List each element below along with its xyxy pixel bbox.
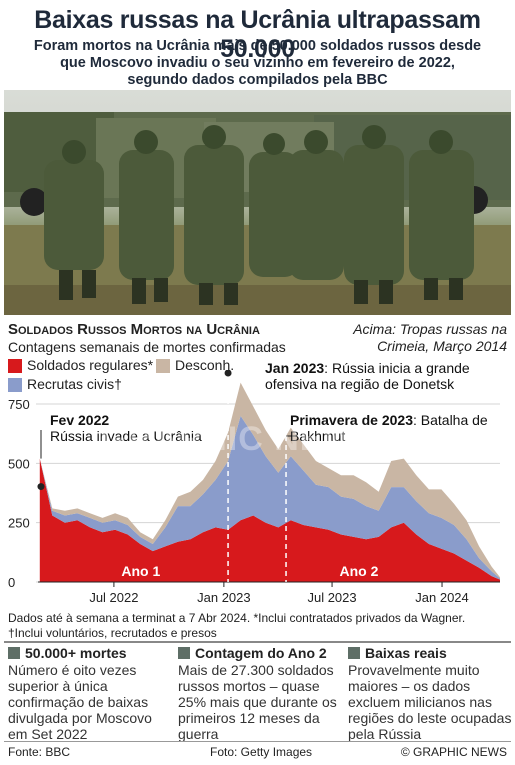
fact-3-head: Baixas reais — [348, 645, 513, 661]
annotation-invasion-date: Fev 2022 — [50, 412, 110, 428]
footer-copyright: © GRAPHIC NEWS — [400, 745, 507, 759]
page-subtitle: Foram mortos na Ucrânia mais de 50.000 s… — [33, 38, 482, 88]
watermark: GRAPHIC NEWS — [100, 420, 381, 458]
annotation-donetsk: Jan 2023: Rússia inicia a grande ofensiv… — [265, 360, 470, 392]
legend-label-regulares: Soldados regulares* — [27, 357, 154, 373]
chart-subtitle: Contagens semanais de mortes confirmadas — [8, 339, 286, 355]
annotation-bakhmut-text: Batalha de Bakhmut — [290, 412, 488, 444]
x-tick-label: Jul 2023 — [307, 590, 356, 605]
fact-2-body: Mais de 27.300 soldados russos mortos – … — [178, 662, 337, 742]
fact-2-title: Contagem do Ano 2 — [195, 645, 327, 661]
legend-label-desconhecido: Desconh. — [175, 357, 235, 373]
y-tick-label: 250 — [8, 516, 30, 531]
fact-2-head: Contagem do Ano 2 — [178, 645, 343, 661]
footer-photo-credit: Foto: Getty Images — [210, 745, 313, 759]
fact-column-3: Baixas reais Provavelmente muito maiores… — [348, 645, 513, 742]
annotation-bakhmut-date: Primavera de 2023 — [290, 412, 413, 428]
legend-swatch-regulares — [8, 359, 22, 373]
square-bullet-icon — [348, 647, 360, 659]
square-bullet-icon — [8, 647, 20, 659]
x-tick-label: Jan 2024 — [415, 590, 469, 605]
fact-3-title: Baixas reais — [365, 645, 447, 661]
footer-source: Fonte: BBC — [8, 745, 71, 759]
y-tick-label: 500 — [8, 456, 30, 471]
area-desconhecido — [39, 382, 501, 579]
x-tick-label: Jan 2023 — [197, 590, 251, 605]
divider — [4, 641, 511, 643]
fact-1-body: Número é oito vezes superior à única con… — [8, 662, 152, 742]
fact-column-2: Contagem do Ano 2 Mais de 27.300 soldado… — [178, 645, 343, 742]
fact-column-1: 50.000+ mortes Número é oito vezes super… — [8, 645, 173, 742]
y-tick-label: 750 — [8, 397, 30, 412]
footer-rule — [4, 741, 511, 742]
period-label: Ano 1 — [121, 563, 160, 579]
soldiers-illustration — [4, 112, 511, 315]
annotation-bakhmut: Primavera de 2023: Batalha de Bakhmut — [290, 412, 488, 444]
page-title: Baixas russas na Ucrânia ultrapassam 50.… — [34, 6, 481, 63]
annotation-donetsk-date: Jan 2023 — [265, 360, 325, 376]
fact-1-head: 50.000+ mortes — [8, 645, 173, 661]
area-recrutas — [39, 415, 501, 580]
notes-line-2: †Inclui voluntários, recrutados e presos — [8, 626, 217, 640]
donetsk-marker-dot — [224, 370, 232, 377]
square-bullet-icon — [178, 647, 190, 659]
photo-caption: Acima: Tropas russas na Crimeia, Março 2… — [353, 321, 507, 354]
invasion-marker-dot — [37, 483, 45, 491]
casualties-chart: Jul 2022 Jan 2023 Jul 2023 Jan 2024 Ano 1 Ano… — [8, 370, 501, 605]
soldiers-photo — [4, 90, 511, 315]
annotation-invasion: Fev 2022 Rússia invade a Ucrânia — [50, 412, 202, 444]
fact-3-body: Provavelmente muito maiores – os dados e… — [348, 662, 512, 742]
x-tick-label: Jul 2022 — [89, 590, 138, 605]
notes-line-1: Dados até à semana a terminat a 7 Abr 20… — [8, 611, 466, 625]
chart-notes: Dados até à semana a terminat a 7 Abr 20… — [8, 611, 508, 641]
annotation-donetsk-text: Rússia inicia a grande ofensiva na regiã… — [265, 360, 470, 392]
y-tick-label: 0 — [8, 575, 15, 590]
chart-title: Soldados Russos Mortos na Ucrânia — [8, 321, 260, 338]
legend-swatch-desconhecido — [156, 359, 170, 373]
period-label: Ano 2 — [340, 563, 379, 579]
annotation-invasion-text: Rússia invade a Ucrânia — [50, 428, 202, 444]
area-regulares — [39, 458, 501, 582]
fact-1-title: 50.000+ mortes — [25, 645, 127, 661]
legend-swatch-recrutas — [8, 378, 22, 392]
legend-label-recrutas: Recrutas civis† — [27, 376, 122, 392]
